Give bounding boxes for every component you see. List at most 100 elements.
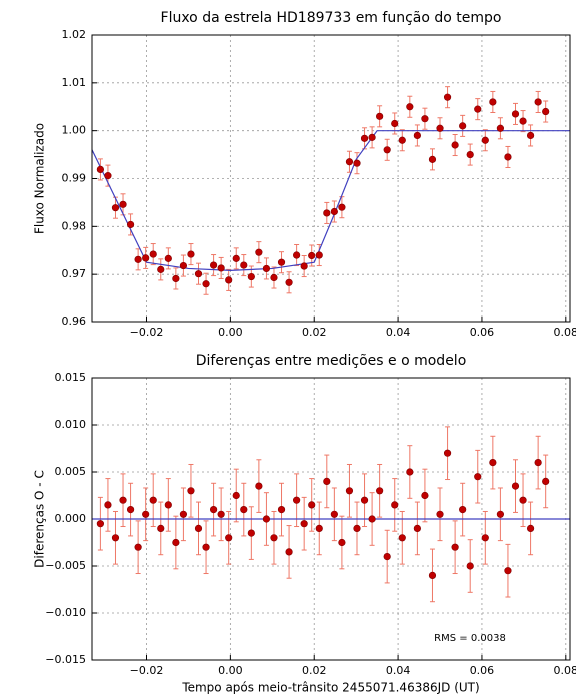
- data-point: [293, 496, 301, 504]
- data-point: [459, 122, 467, 130]
- data-point: [368, 133, 376, 141]
- data-point: [323, 477, 331, 486]
- data-point: [96, 165, 104, 174]
- data-point: [194, 270, 203, 278]
- data-point: [285, 548, 293, 556]
- data-point: [436, 124, 444, 132]
- x-tick-label: 0.06: [470, 326, 495, 339]
- data-point: [142, 254, 150, 262]
- y-axis-label: Fluxo Normalizado: [33, 123, 47, 234]
- x-tick-label: 0.08: [554, 664, 576, 677]
- x-tick-label: 0.02: [302, 664, 327, 677]
- data-point: [451, 141, 459, 149]
- data-point: [179, 510, 188, 518]
- data-point: [391, 119, 399, 128]
- data-point: [209, 506, 218, 514]
- y-tick-label: 0.98: [62, 219, 87, 232]
- data-point: [285, 278, 293, 286]
- plot-frame: [91, 377, 571, 661]
- data-point: [406, 468, 414, 476]
- data-point: [187, 487, 195, 495]
- data-point: [308, 501, 316, 509]
- data-point: [172, 538, 180, 547]
- data-point: [383, 146, 391, 154]
- data-point: [149, 250, 157, 258]
- x-tick-label: −0.02: [130, 326, 164, 339]
- data-point: [353, 524, 361, 533]
- data-point: [179, 261, 188, 270]
- y-tick-label: −0.015: [45, 653, 86, 666]
- y-tick-label: 0.97: [62, 267, 87, 280]
- data-point: [376, 487, 384, 495]
- data-point: [126, 506, 135, 514]
- x-tick-label: 0.02: [302, 326, 327, 339]
- data-point: [217, 510, 225, 518]
- data-point: [406, 103, 414, 111]
- y-tick-label: 1.01: [62, 76, 87, 89]
- data-point: [149, 496, 157, 504]
- data-point: [459, 506, 467, 514]
- data-point: [119, 496, 127, 504]
- data-point: [542, 107, 550, 116]
- data-point: [119, 200, 127, 208]
- data-point: [534, 98, 542, 106]
- data-point: [126, 220, 135, 229]
- data-point: [194, 524, 203, 533]
- x-axis-label: Tempo após meio-trânsito 2455071.46386JD…: [181, 681, 479, 695]
- data-point: [413, 524, 421, 533]
- chart-title: Diferenças entre medições e o modelo: [196, 353, 467, 369]
- data-point: [489, 459, 497, 467]
- data-point: [202, 280, 210, 288]
- data-point: [262, 264, 271, 273]
- data-point: [104, 501, 112, 509]
- data-point: [232, 491, 240, 500]
- data-point: [172, 274, 180, 283]
- data-point: [270, 273, 278, 282]
- x-tick-label: 0.04: [386, 326, 411, 339]
- data-point: [511, 110, 520, 118]
- x-tick-label: 0.00: [218, 664, 243, 677]
- data-point: [134, 543, 142, 551]
- data-point: [474, 105, 482, 113]
- data-point: [164, 254, 172, 262]
- data-point: [209, 261, 218, 269]
- data-point: [104, 172, 112, 180]
- data-point: [474, 473, 482, 481]
- data-point: [428, 155, 437, 163]
- data-point: [451, 543, 459, 551]
- data-point: [330, 510, 338, 518]
- data-point: [225, 534, 233, 542]
- y-tick-label: 1.02: [62, 28, 87, 41]
- data-point: [368, 515, 376, 523]
- data-point: [262, 515, 271, 523]
- data-point: [504, 153, 512, 161]
- data-point: [466, 150, 474, 159]
- data-point: [134, 255, 142, 263]
- y-tick-label: 0.96: [62, 315, 87, 328]
- data-point: [542, 477, 550, 486]
- data-point: [293, 251, 301, 259]
- data-point: [225, 276, 233, 284]
- data-point: [496, 510, 504, 518]
- data-point: [300, 520, 308, 528]
- data-point: [519, 117, 527, 125]
- data-point: [315, 251, 323, 259]
- annotation: RMS = 0.0038: [434, 633, 506, 644]
- data-point: [330, 207, 338, 216]
- data-point: [142, 510, 150, 518]
- x-tick-label: 0.04: [386, 664, 411, 677]
- data-point: [255, 248, 263, 256]
- y-tick-label: 0.010: [55, 418, 87, 431]
- data-point: [353, 159, 361, 167]
- data-point: [428, 571, 437, 580]
- y-axis-label: Diferenças O - C: [33, 470, 47, 568]
- data-point: [489, 98, 497, 106]
- data-point: [338, 203, 346, 211]
- data-point: [504, 567, 512, 575]
- data-point: [360, 134, 369, 142]
- model-line: [91, 130, 570, 271]
- data-point: [345, 158, 354, 166]
- data-point: [376, 112, 384, 120]
- data-point: [345, 487, 354, 495]
